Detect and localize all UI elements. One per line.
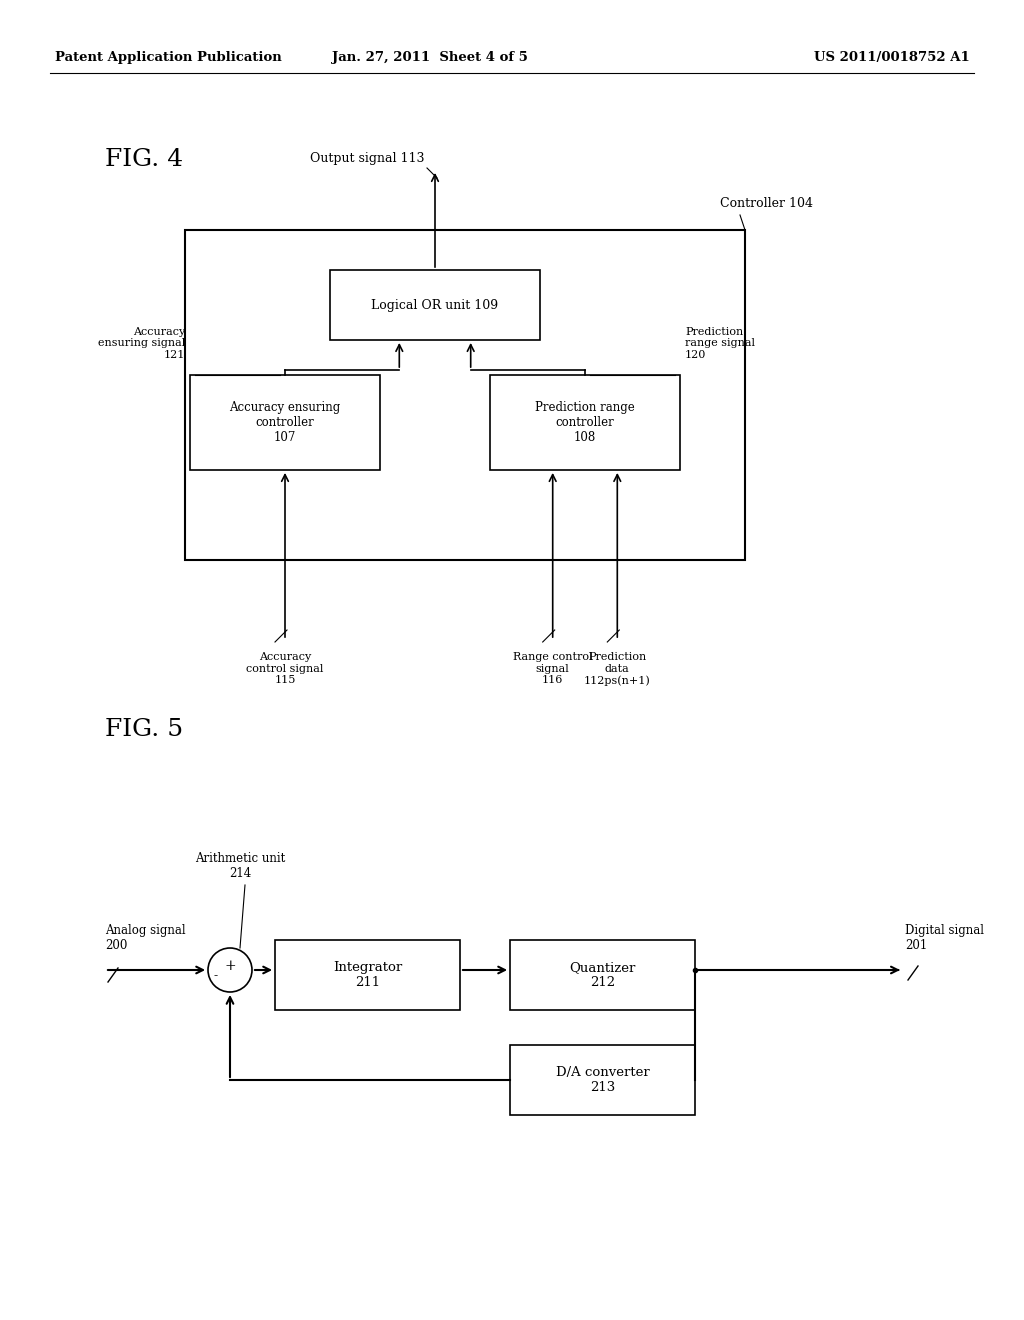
Text: Arithmetic unit
214: Arithmetic unit 214 <box>195 851 285 880</box>
Text: Prediction
range signal
120: Prediction range signal 120 <box>685 327 755 360</box>
Bar <box>330 271 540 341</box>
Text: Logical OR unit 109: Logical OR unit 109 <box>372 298 499 312</box>
Text: Accuracy
control signal
115: Accuracy control signal 115 <box>247 652 324 685</box>
Bar <box>190 375 380 470</box>
Text: Controller 104: Controller 104 <box>720 197 813 210</box>
Bar <box>510 1045 695 1115</box>
Text: US 2011/0018752 A1: US 2011/0018752 A1 <box>814 51 970 65</box>
Text: Prediction
data
112ps(n+1): Prediction data 112ps(n+1) <box>584 652 650 686</box>
Text: Integrator
211: Integrator 211 <box>333 961 402 989</box>
Bar <box>275 940 460 1010</box>
Text: FIG. 5: FIG. 5 <box>105 718 183 742</box>
Bar <box>510 940 695 1010</box>
Text: Analog signal
200: Analog signal 200 <box>105 924 185 952</box>
Text: -: - <box>213 969 217 982</box>
Bar <box>185 230 745 560</box>
Text: +: + <box>224 960 236 973</box>
Text: Range control
signal
116: Range control signal 116 <box>513 652 593 685</box>
Text: Accuracy
ensuring signal
121: Accuracy ensuring signal 121 <box>97 327 185 360</box>
Text: FIG. 4: FIG. 4 <box>105 149 183 172</box>
Text: Patent Application Publication: Patent Application Publication <box>55 51 282 65</box>
Bar <box>490 375 680 470</box>
Text: Output signal 113: Output signal 113 <box>310 152 425 165</box>
Text: D/A converter
213: D/A converter 213 <box>556 1067 649 1094</box>
Text: Prediction range
controller
108: Prediction range controller 108 <box>536 401 635 444</box>
Text: Jan. 27, 2011  Sheet 4 of 5: Jan. 27, 2011 Sheet 4 of 5 <box>332 51 528 65</box>
Text: Digital signal
201: Digital signal 201 <box>905 924 984 952</box>
Text: Quantizer
212: Quantizer 212 <box>569 961 636 989</box>
Text: Accuracy ensuring
controller
107: Accuracy ensuring controller 107 <box>229 401 341 444</box>
